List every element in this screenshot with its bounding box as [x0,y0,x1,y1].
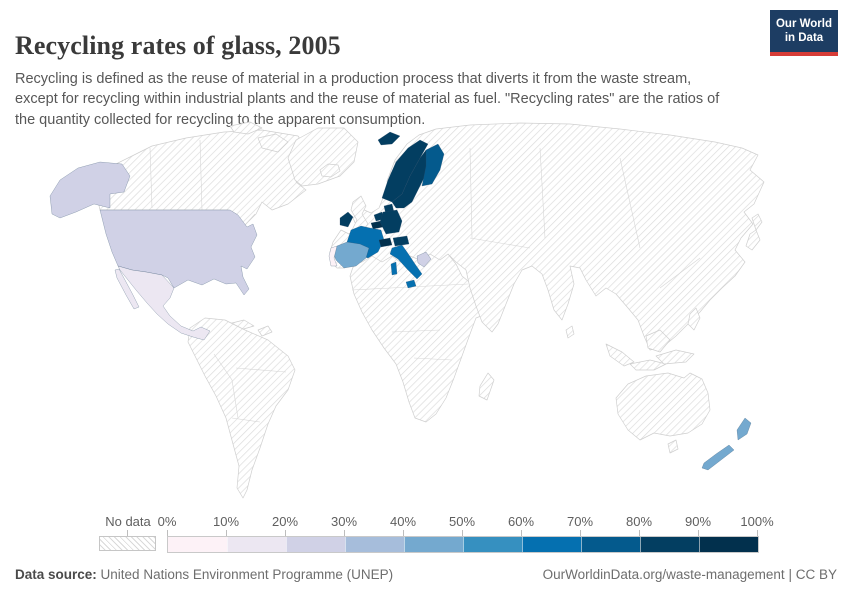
data-source-value: United Nations Environment Programme (UN… [100,567,394,582]
legend-tick-mark [757,530,758,536]
legend-tick-label: 50% [448,514,476,529]
legend-tick-mark [462,530,463,536]
subtitle-line: Recycling is defined as the reuse of mat… [15,70,692,87]
subtitle-line: the quantity collected for recycling to … [15,111,426,128]
country-italy[interactable] [389,244,423,280]
region-philippines[interactable] [687,307,701,331]
region-australia[interactable] [615,372,711,441]
chart-subtitle: Recycling is defined as the reuse of mat… [15,69,755,131]
region-south-america[interactable] [187,317,296,499]
region-arctic-island[interactable] [229,121,263,135]
data-source-label: Data source: [15,567,97,582]
legend-no-data-label: No data [105,514,151,529]
legend-tick-mark [167,530,168,536]
legend-tick-mark [580,530,581,536]
country-italy-sardinia[interactable] [390,261,398,276]
legend-tick-mark [285,530,286,536]
region-japan[interactable] [751,213,763,231]
legend-bin-70-80%[interactable] [581,537,640,552]
region-japan[interactable] [745,229,761,251]
legend-tick-mark [344,530,345,536]
region-new-guinea[interactable] [655,349,695,365]
legend-tick-label: 30% [330,514,358,529]
region-hispaniola[interactable] [257,325,273,337]
legend-tick-label: 0% [157,514,177,529]
legend-tick-mark [403,530,404,536]
legend-tick-mark [639,530,640,536]
country-switzerland[interactable] [378,237,393,248]
legend-bin-20-30%[interactable] [286,537,345,552]
region-eurasia[interactable] [329,122,765,351]
legend-bin-40-50%[interactable] [404,537,463,552]
license-label: CC BY [795,567,837,582]
subtitle-line: except for recycling within industrial p… [15,91,720,108]
country-new-zealand-south[interactable] [701,444,735,471]
country-greece[interactable] [416,251,432,268]
region-arctic-island[interactable] [257,133,289,153]
country-ireland[interactable] [339,211,354,228]
legend-tick-mark [521,530,522,536]
owid-url-link[interactable]: OurWorldinData.org/waste-management [542,567,785,582]
legend-tick-mark [226,530,227,536]
legend-bin-0-10%[interactable] [168,537,227,552]
region-sri-lanka[interactable] [565,325,575,339]
legend-tick-label: 70% [566,514,594,529]
legend-color-bar [167,536,759,553]
region-java[interactable] [629,359,667,371]
country-finland[interactable] [421,143,445,187]
legend-tick-label: 80% [625,514,653,529]
owid-logo-line1: Our World [775,17,832,30]
legend-bin-90-100%[interactable] [699,537,758,552]
page-title: Recycling rates of glass, 2005 [15,31,341,61]
legend-bin-80-90%[interactable] [640,537,699,552]
country-united-states-alaska[interactable] [49,161,131,219]
world-map [49,121,765,499]
country-norway[interactable] [381,139,429,203]
legend-bin-60-70%[interactable] [522,537,581,552]
region-iceland[interactable] [319,163,341,178]
owid-logo[interactable]: Our World in Data [770,10,838,56]
owid-logo-line2: in Data [784,32,824,44]
country-germany[interactable] [379,209,403,235]
region-tasmania[interactable] [667,439,679,454]
country-portugal[interactable] [328,245,338,267]
legend-no-data-swatch[interactable] [99,536,156,551]
legend-tick-mark [698,530,699,536]
legend-tick-label: 10% [212,514,240,529]
country-mexico-baja[interactable] [114,268,140,310]
country-new-zealand-north[interactable] [736,417,752,441]
legend-tick-label: 20% [271,514,299,529]
legend-tick-label: 100% [740,514,774,529]
data-source: Data source: United Nations Environment … [15,567,393,582]
legend-tick-mark [127,530,128,536]
country-mexico[interactable] [117,265,211,341]
legend-tick-label: 40% [389,514,417,529]
legend-bin-50-60%[interactable] [463,537,522,552]
country-austria[interactable] [392,235,410,247]
region-sumatra[interactable] [605,343,635,367]
attribution-separator: | [788,567,792,582]
legend-tick-label: 90% [684,514,712,529]
country-norway-svalbard[interactable] [377,131,401,146]
country-italy-sicily[interactable] [405,279,417,289]
map-legend: No data 0% 10% 20% 30% 40% 50% 60% 70% 80% 90% 100… [0,513,850,555]
legend-bin-10-20%[interactable] [227,537,286,552]
attribution: OurWorldinData.org/waste-management | CC… [543,567,837,582]
region-greenland[interactable] [287,127,359,187]
legend-bin-30-40%[interactable] [345,537,404,552]
legend-tick-label: 60% [507,514,535,529]
footer: Data source: United Nations Environment … [15,567,837,582]
region-borneo[interactable] [645,329,671,353]
region-madagascar[interactable] [478,372,495,401]
